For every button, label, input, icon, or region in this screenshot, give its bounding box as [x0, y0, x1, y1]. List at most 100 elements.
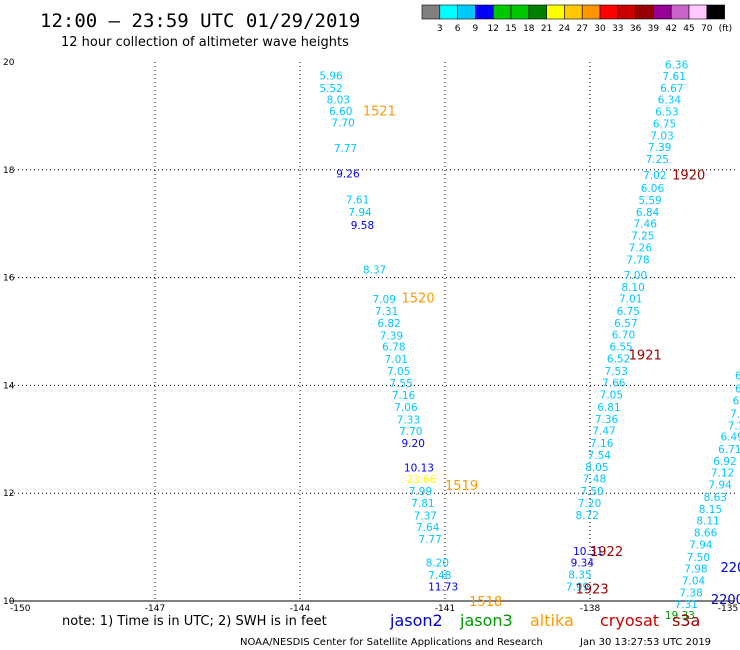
scale-bin-label: 27: [576, 24, 587, 34]
wave-height-value: 7.48: [583, 474, 606, 486]
wave-height-value: 8.35: [568, 570, 591, 582]
wave-height-value: 7.98: [684, 564, 707, 576]
wave-height-value: 7.12: [711, 468, 734, 480]
scale-swatch: [599, 4, 619, 20]
wave-height-value: 7.94: [689, 539, 713, 551]
scale-swatch: [653, 4, 672, 20]
scale-swatch: [581, 4, 601, 20]
wave-height-value: 7.37: [414, 510, 437, 522]
wave-height-value: 7.38: [679, 587, 702, 599]
scale-bin-label: 42: [665, 24, 676, 34]
wave-height-value: 6.60: [329, 106, 352, 118]
x-tick-label: -135: [718, 604, 738, 614]
color-scale-legend: 3 6 9 12 15 18 21 24 27 30 33 36 39 42 45 70 (ft): [421, 4, 733, 34]
scale-swatch: [475, 4, 494, 20]
wave-height-value: 8.03: [327, 95, 350, 107]
wave-height-value: 7.70: [331, 117, 354, 129]
wave-height-value: 6.5: [733, 395, 740, 407]
wave-height-value: 6.82: [377, 318, 400, 330]
satellite-legend-jason2: jason2: [389, 611, 443, 630]
scale-swatch: [510, 4, 530, 20]
wave-height-value: 7.48: [428, 570, 451, 582]
wave-height-value: 8.63: [704, 492, 727, 504]
note-text: note: 1) Time is in UTC; 2) SWH is in fe…: [62, 614, 327, 629]
scale-bin-label: 33: [612, 24, 623, 34]
scale-bin-label: 3: [437, 24, 443, 34]
wave-height-value: 7.26: [629, 242, 653, 254]
wave-height-value: 9.34: [571, 558, 595, 570]
x-tick-label: -144: [290, 604, 311, 614]
scale-swatch: [439, 4, 458, 20]
wave-height-value: 10.13: [404, 462, 434, 474]
wave-height-value: 6.81: [597, 402, 620, 414]
wave-height-value: 7.16: [590, 438, 614, 450]
wave-height-value: 7.39: [648, 142, 671, 154]
y-tick-label: 16: [3, 274, 15, 284]
wave-height-value: 6.71: [718, 444, 740, 456]
wave-height-value: 7.70: [399, 426, 422, 438]
wave-height-value: 7.54: [588, 450, 612, 462]
wave-height-value: 6.70: [612, 330, 635, 342]
scale-swatch: [617, 4, 636, 20]
scale-bin-label: 45: [683, 24, 694, 34]
wave-height-value: 7.01: [619, 294, 642, 306]
y-tick-label: 10: [3, 597, 15, 607]
scale-swatch: [564, 4, 583, 20]
wave-height-value: 11.73: [428, 581, 458, 593]
wave-height-value: 8.15: [699, 504, 722, 516]
chart-title: 12:00 – 23:59 UTC 01/29/2019: [40, 10, 360, 32]
scale-swatch: [706, 4, 725, 20]
pass-time-label: 1920: [672, 169, 705, 184]
wave-height-value: 7.55: [389, 378, 412, 390]
wave-height-value: 7.78: [626, 254, 649, 266]
scale-bin-label: 9: [473, 24, 479, 34]
scale-bin-label: 24: [559, 24, 571, 34]
wave-height-value: 5.59: [638, 195, 661, 207]
pass-time-label: 2201: [721, 561, 740, 576]
scale-swatch: [670, 4, 690, 20]
y-tick-label: 20: [3, 58, 15, 68]
wave-height-value: 8.20: [426, 558, 449, 570]
pass-time-label: 1519: [445, 479, 478, 494]
wave-height-value: 7.94: [348, 207, 372, 219]
wave-height-value: 6.75: [653, 118, 676, 130]
wave-height-value: 6.67: [660, 83, 683, 95]
wave-height-value: 6.52: [607, 353, 630, 365]
wave-height-value: 7.01: [385, 354, 408, 366]
x-tick-label: -141: [435, 604, 455, 614]
pass-labels: 1521 1520 1519 1518 1920 1921 1922 1923 2201 2200: [363, 105, 740, 610]
scale-unit-label: (ft): [719, 24, 733, 34]
pass-time-label: 1922: [590, 545, 623, 560]
y-tick-label: 18: [3, 166, 15, 176]
wave-height-value: 7.39: [380, 330, 403, 342]
wave-height-value: 6.92: [713, 456, 736, 468]
wave-height-value: 7.94: [708, 480, 732, 492]
footer-timestamp: Jan 30 13:27:53 UTC 2019: [579, 637, 711, 648]
wave-height-value: 7.20: [578, 498, 601, 510]
wave-height-value: 6.57: [614, 318, 637, 330]
wave-height-value: 6.49: [721, 432, 740, 444]
axis-ticks: -150 -147 -144 -141 -138 -135 10 12 14 16 18 20: [3, 58, 738, 614]
y-tick-label: 14: [3, 381, 15, 391]
wave-height-value: 7.66: [602, 378, 626, 390]
scale-swatch: [421, 4, 441, 20]
footer-credit: NOAA/NESDIS Center for Satellite Applica…: [240, 637, 543, 648]
satellite-legend-jason3: jason3: [459, 611, 513, 630]
wave-height-value: 8.72: [576, 510, 599, 522]
wave-height-value: 9.58: [351, 220, 374, 232]
scale-swatch: [492, 4, 512, 20]
wave-height-value: 8.05: [585, 462, 608, 474]
plot-grid: [10, 62, 735, 602]
wave-height-value: 7.25: [646, 154, 669, 166]
wave-height-value: 7.33: [397, 414, 420, 426]
scale-swatch: [457, 4, 476, 20]
x-tick-label: -138: [580, 604, 601, 614]
wave-height-value: 7.1: [730, 408, 740, 420]
scale-bin-label: 15: [505, 24, 516, 34]
wave-height-value: 8.10: [621, 282, 644, 294]
wave-height-value: 6.36: [665, 60, 689, 72]
wave-height-value: 7.50: [580, 486, 603, 498]
scale-bin-label: 36: [630, 24, 642, 34]
wave-height-value: 7.09: [373, 294, 396, 306]
